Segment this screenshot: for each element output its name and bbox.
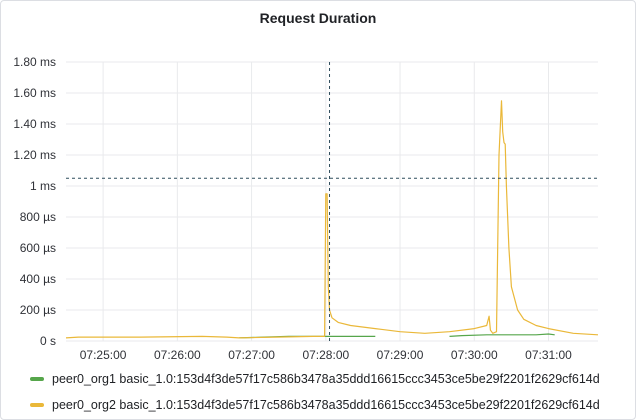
y-tick-label: 200 µs [20,303,56,317]
y-tick-label: 400 µs [20,272,56,286]
legend-swatch-series-1 [30,377,44,381]
legend-swatch-series-2 [30,403,44,407]
x-axis-labels: 07:25:00 07:26:00 07:27:00 07:28:00 07:29:00… [80,348,572,362]
legend-label-series-2: peer0_org2 basic_1.0:153d4f3de57f17c586b… [52,398,600,412]
x-tick-label: 07:31:00 [525,348,572,362]
x-tick-label: 07:29:00 [377,348,424,362]
legend-label-series-1: peer0_org1 basic_1.0:153d4f3de57f17c586b… [52,372,600,386]
y-tick-label: 800 µs [20,210,56,224]
y-tick-label: 1.20 ms [13,148,56,162]
y-tick-label: 1.40 ms [13,117,56,131]
series-line-2 [65,100,599,339]
x-tick-label: 07:27:00 [228,348,275,362]
crosshair [66,62,598,341]
x-tick-label: 07:26:00 [154,348,201,362]
y-tick-label: 1 ms [30,179,56,193]
legend-item-series-2[interactable]: peer0_org2 basic_1.0:153d4f3de57f17c586b… [30,392,600,418]
y-axis-labels: 0 s 200 µs 400 µs 600 µs 800 µs 1 ms 1.20 ms 1.… [13,55,56,348]
legend: peer0_org1 basic_1.0:153d4f3de57f17c586b… [30,366,600,418]
y-tick-label: 1.80 ms [13,55,56,69]
series-lines [65,100,599,339]
panel-title[interactable]: Request Duration [259,10,377,26]
x-tick-label: 07:28:00 [302,348,349,362]
grid [66,61,598,342]
legend-item-series-1[interactable]: peer0_org1 basic_1.0:153d4f3de57f17c586b… [30,366,600,392]
x-tick-label: 07:30:00 [451,348,498,362]
y-tick-label: 1.60 ms [13,86,56,100]
y-tick-label: 0 s [40,334,56,348]
x-tick-label: 07:25:00 [80,348,127,362]
y-tick-label: 600 µs [20,241,56,255]
